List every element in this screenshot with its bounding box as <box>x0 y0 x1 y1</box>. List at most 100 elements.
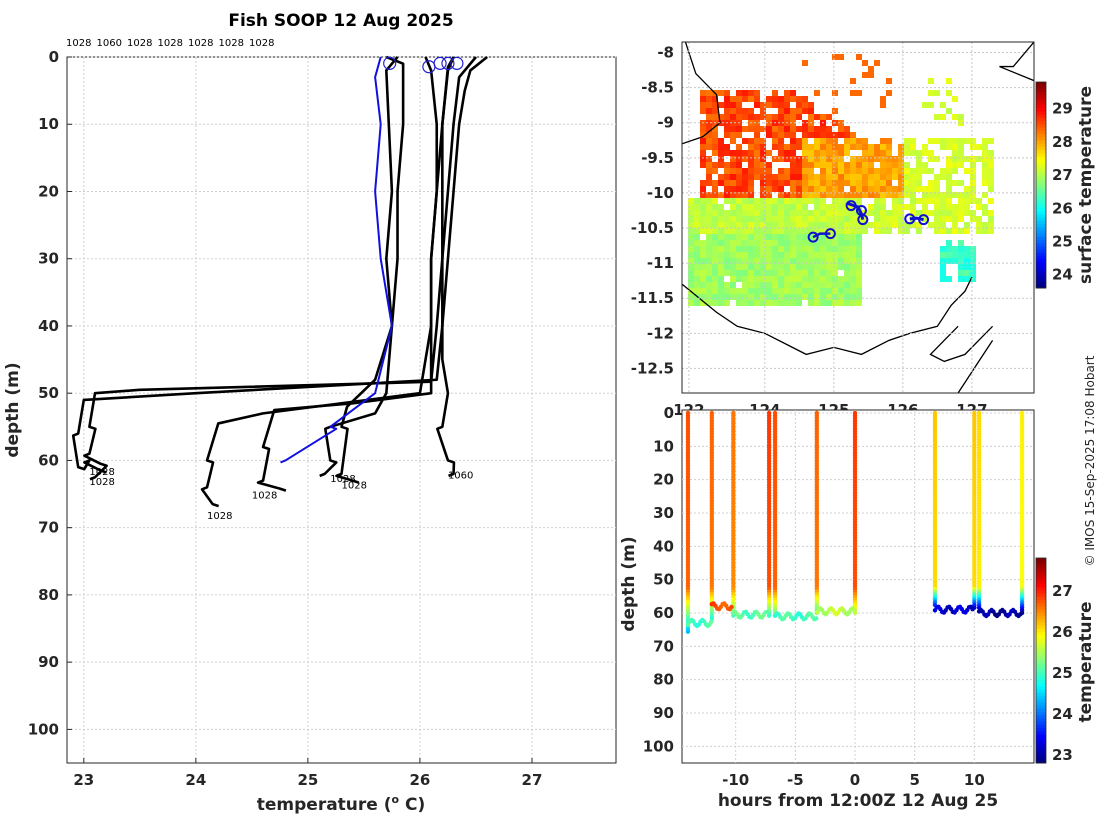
sst-cell <box>850 186 856 192</box>
sst-cell <box>706 192 712 198</box>
sst-cell <box>772 234 778 240</box>
sst-cell <box>790 228 796 234</box>
sst-cell <box>844 192 850 198</box>
sst-cell <box>766 240 772 246</box>
sst-cell <box>730 210 736 216</box>
sst-cell <box>802 264 808 270</box>
colorbar-segment <box>1036 705 1046 710</box>
sst-cell <box>736 258 742 264</box>
sst-cell <box>898 228 904 234</box>
sst-cell <box>826 228 832 234</box>
sst-cell <box>700 264 706 270</box>
sst-cell <box>724 96 730 102</box>
sst-cell <box>982 204 988 210</box>
sst-cell <box>868 162 874 168</box>
sst-cell <box>772 246 778 252</box>
colorbar-segment <box>1036 625 1046 629</box>
sst-cell <box>832 294 838 300</box>
sst-cell <box>820 264 826 270</box>
sst-cell <box>718 192 724 198</box>
sst-cell <box>712 114 718 120</box>
sst-cell <box>856 276 862 282</box>
sst-cell <box>712 264 718 270</box>
sst-cell <box>742 294 748 300</box>
sst-cell <box>718 156 724 162</box>
sst-cell <box>694 222 700 228</box>
sst-cell <box>958 240 964 246</box>
sst-cell <box>688 300 694 306</box>
sst-cell <box>988 186 994 192</box>
sst-cell <box>766 258 772 264</box>
sst-cell <box>700 126 706 132</box>
sst-cell <box>778 192 784 198</box>
sst-cell <box>712 186 718 192</box>
sst-cell <box>814 246 820 252</box>
sst-cell <box>778 216 784 222</box>
sst-cell <box>706 174 712 180</box>
sst-cell <box>796 252 802 258</box>
sst-cell <box>718 228 724 234</box>
sst-cell <box>910 186 916 192</box>
sst-cell <box>856 258 862 264</box>
sst-cell <box>754 138 760 144</box>
sst-cell <box>718 138 724 144</box>
sst-cell <box>886 156 892 162</box>
sst-cell <box>688 198 694 204</box>
sst-cell <box>934 222 940 228</box>
sst-cell <box>706 294 712 300</box>
section-xlabel: hours from 12:00Z 12 Aug 25 <box>718 791 998 811</box>
sst-cell <box>760 114 766 120</box>
sst-cell <box>844 162 850 168</box>
sst-cell <box>700 240 706 246</box>
sst-cell <box>808 264 814 270</box>
sst-cell <box>916 186 922 192</box>
sst-cell <box>874 144 880 150</box>
sst-cell <box>778 108 784 114</box>
sst-cell <box>826 168 832 174</box>
map-ytick-label: -12 <box>647 324 674 342</box>
sst-cell <box>970 270 976 276</box>
sst-cell <box>688 282 694 288</box>
sst-cell <box>946 246 952 252</box>
sst-cell <box>790 114 796 120</box>
sst-cell <box>730 132 736 138</box>
sst-cell <box>814 210 820 216</box>
colorbar-segment <box>1036 120 1046 125</box>
sst-cell <box>778 198 784 204</box>
colorbar-segment <box>1036 246 1046 250</box>
sst-cell <box>856 186 862 192</box>
profile-start-marker <box>433 56 447 70</box>
sst-cell <box>730 96 736 102</box>
sst-cell <box>958 150 964 156</box>
sst-cell <box>718 180 724 186</box>
sst-cell <box>886 138 892 144</box>
sst-cell <box>958 216 964 222</box>
sst-cell <box>940 174 946 180</box>
sst-cell <box>712 198 718 204</box>
sst-cell <box>784 192 790 198</box>
section-point <box>709 619 714 624</box>
sst-cell <box>742 150 748 156</box>
profile-bottom-label: 1028 <box>207 511 232 522</box>
sst-cell <box>898 204 904 210</box>
sst-cell <box>814 222 820 228</box>
sst-cell <box>778 132 784 138</box>
sst-cell <box>754 132 760 138</box>
sst-cell <box>802 120 808 126</box>
sst-cell <box>892 210 898 216</box>
sst-cell <box>922 216 928 222</box>
sst-cell <box>724 186 730 192</box>
colorbar-segment <box>1036 268 1046 273</box>
sst-cell <box>772 90 778 96</box>
sst-cell <box>796 258 802 264</box>
sst-cell <box>880 156 886 162</box>
map-panel: -8-8.5-9-9.5-10-10.5-11-11.5-12-12.5 122… <box>631 41 1096 419</box>
sst-cell <box>736 174 742 180</box>
sst-cell <box>934 186 940 192</box>
sst-cell <box>736 300 742 306</box>
sst-cell <box>922 198 928 204</box>
sst-cell <box>724 228 730 234</box>
colorbar-segment <box>1036 746 1046 751</box>
sst-cell <box>748 198 754 204</box>
